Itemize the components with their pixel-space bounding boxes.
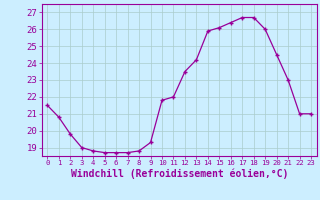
X-axis label: Windchill (Refroidissement éolien,°C): Windchill (Refroidissement éolien,°C): [70, 169, 288, 179]
